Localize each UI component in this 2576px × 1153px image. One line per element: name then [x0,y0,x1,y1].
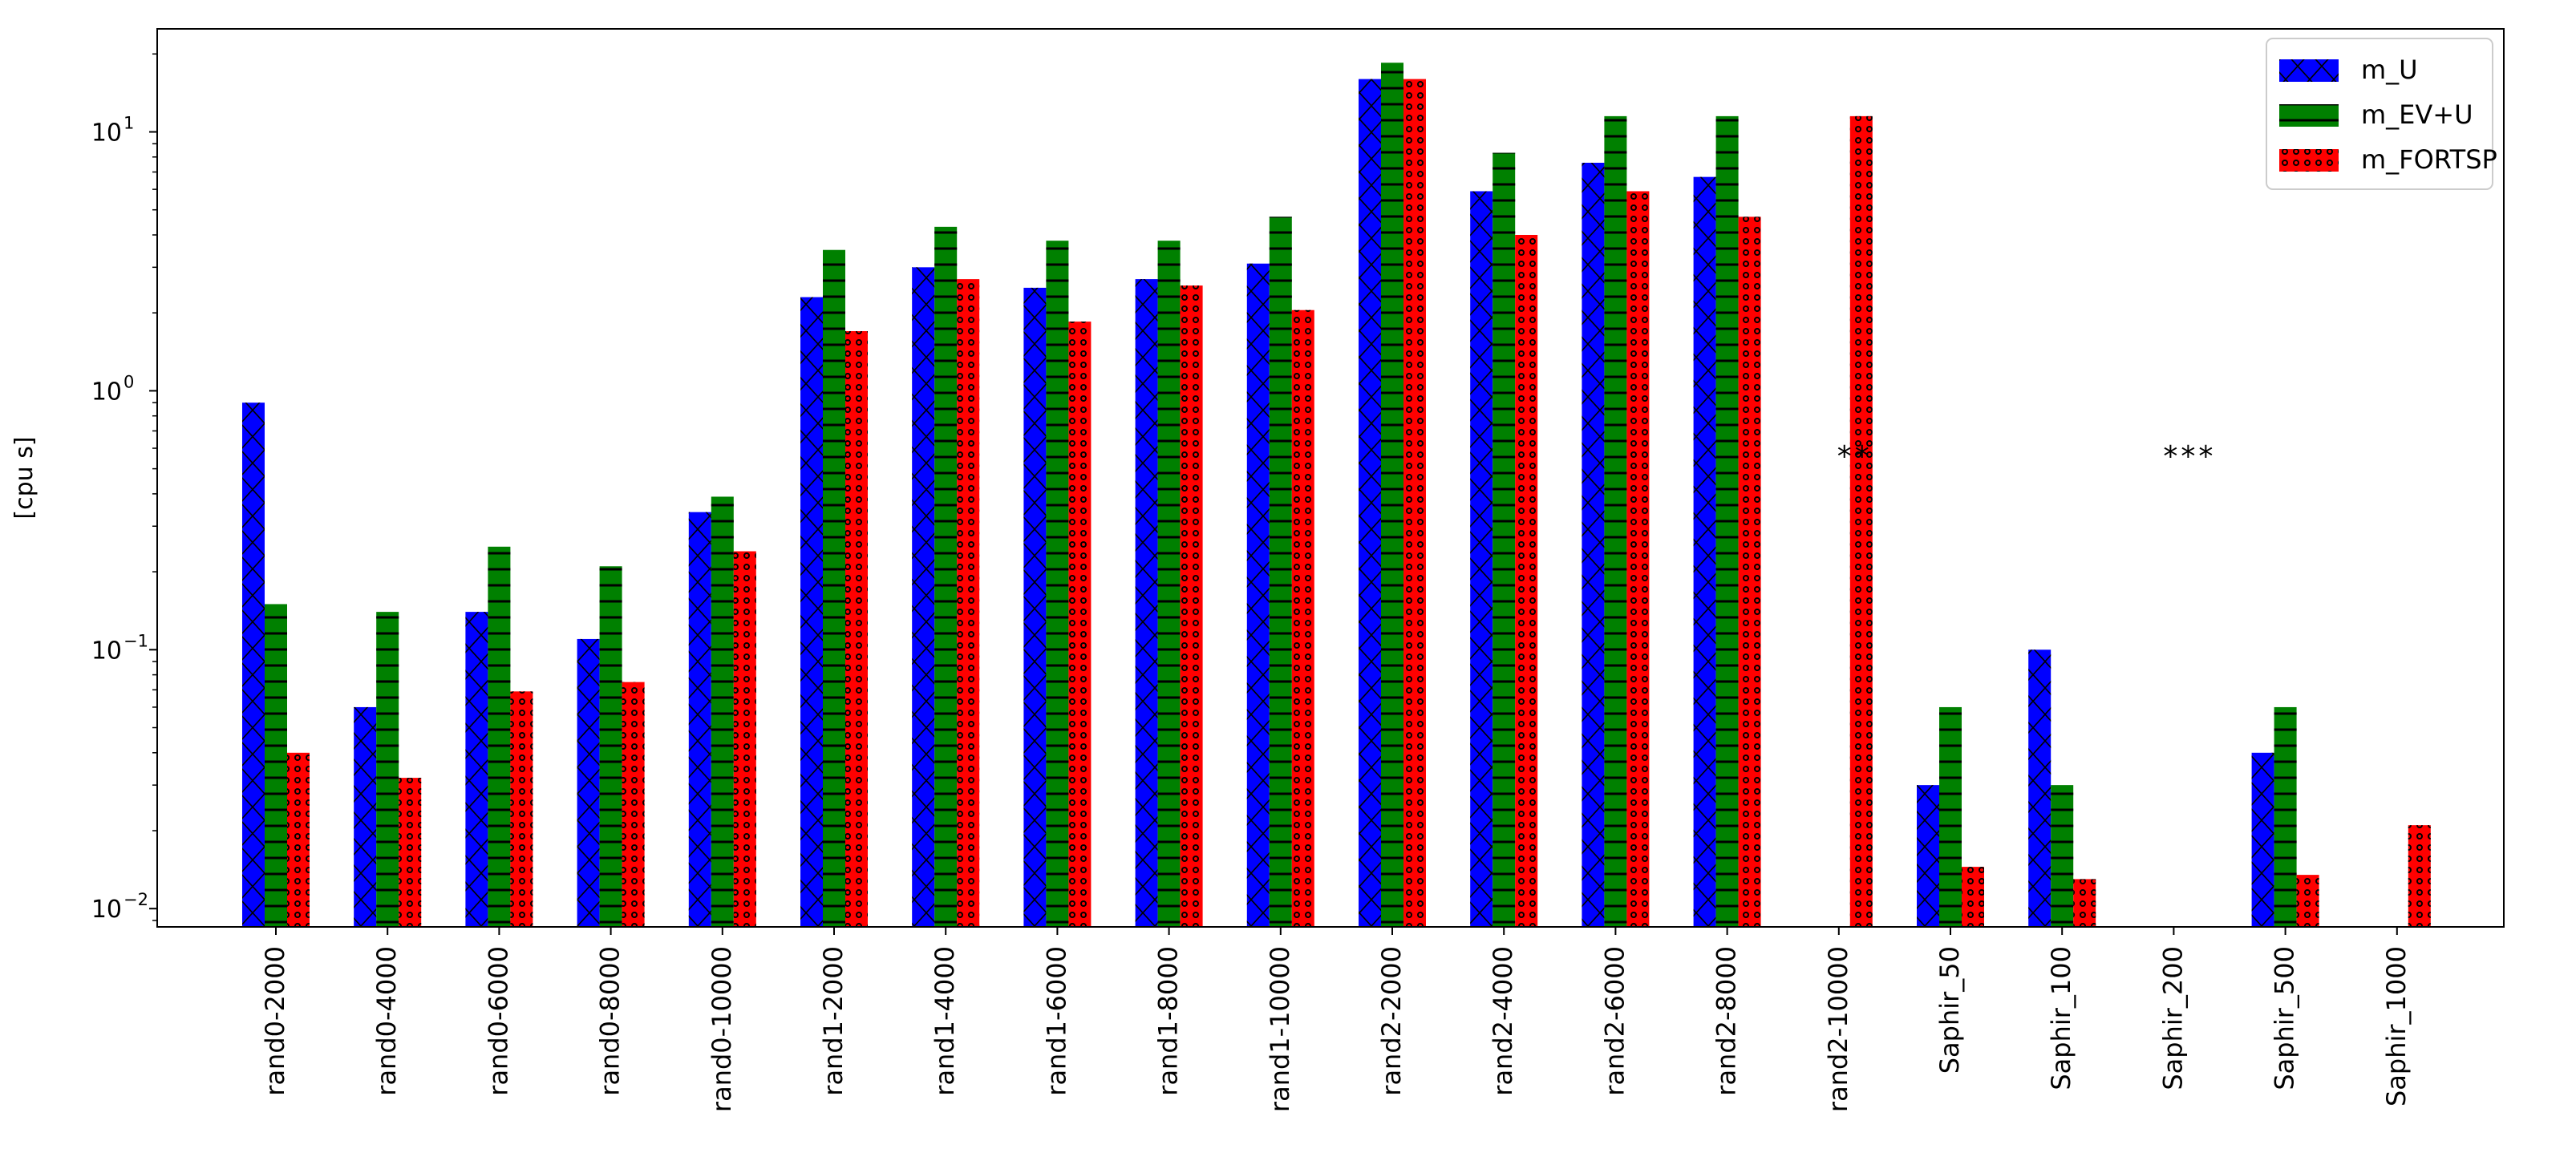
x-tick-label: Saphir_100 [2046,946,2076,1090]
bar-hatch [688,512,711,927]
y-axis-label: [cpu s] [10,436,38,519]
legend-label: m_U [2361,55,2418,85]
bar-hatch [287,752,310,927]
bar-hatch [1715,115,1739,927]
bar-hatch [2296,875,2319,927]
legend-swatch-hatch [2279,59,2339,82]
bar-hatch [265,604,287,927]
x-tick-label: rand0-10000 [707,946,737,1112]
bar-hatch [2408,825,2431,927]
bar-hatch [1470,191,1493,927]
bar-hatch [1582,162,1605,927]
bar-hatch [1493,152,1516,927]
bar-hatch [1604,115,1627,927]
bar-hatch [1381,63,1403,928]
bar-hatch [1939,706,1962,927]
x-tick-label: rand2-4000 [1488,946,1518,1096]
bar-hatch [1068,322,1092,927]
bar-hatch [1180,285,1203,927]
bar-hatch [2274,706,2297,927]
x-tick-label: rand0-8000 [595,946,626,1096]
bar-hatch [823,249,845,927]
x-tick-label: Saphir_200 [2157,946,2188,1090]
y-tick-label: 10 [91,119,122,147]
y-tick-exponent: 1 [124,113,134,132]
bar-hatch [2073,879,2096,927]
legend-label: m_EV+U [2361,99,2473,130]
bar-hatch [1135,279,1158,927]
bar-hatch [1046,241,1069,927]
bar-hatch [1246,263,1270,928]
x-tick-label: rand1-10000 [1265,946,1295,1112]
bar-hatch [2028,649,2051,927]
bar-hatch [1515,234,1538,927]
x-tick-label: rand1-6000 [1041,946,1071,1096]
y-tick-exponent: 0 [124,372,134,391]
plot-frame [156,28,2505,928]
y-tick-label: 10 [91,896,122,924]
bar-hatch [1359,79,1381,927]
bar-hatch [711,496,734,927]
bar-hatch [1917,785,1939,927]
x-tick-label: Saphir_50 [1934,946,1965,1074]
legend-label: m_FORTSP [2361,144,2497,175]
bar-hatch [1849,115,1873,927]
x-tick-label: rand0-4000 [371,946,402,1096]
x-tick-label: rand1-8000 [1153,946,1184,1096]
x-tick-label: rand0-2000 [260,946,290,1096]
bar-hatch [912,267,935,927]
bar-hatch [800,297,823,927]
legend-swatch-hatch [2279,104,2339,127]
x-tick-label: rand2-6000 [1599,946,1630,1096]
bar-hatch [376,612,399,927]
bar-hatch [957,279,980,927]
bar-hatch [510,691,533,927]
bar-hatch [2051,785,2074,927]
x-tick-label: rand2-8000 [1711,946,1742,1096]
bar-hatch [1626,191,1650,927]
x-tick-label: Saphir_500 [2270,946,2300,1090]
x-tick-label: rand1-4000 [930,946,960,1096]
bar-hatch [242,403,265,927]
bar-hatch [577,638,600,927]
legend: m_U m_EV+U m_FORTSP [2266,38,2497,190]
bar-hatch [599,566,622,927]
bar-hatch [399,778,422,927]
bar-hatch [845,330,868,927]
bar-hatch [354,706,377,927]
y-tick-exponent: −1 [124,631,148,650]
annotation-text: ** [1837,440,1873,473]
annotation-text: *** [2163,440,2216,473]
legend-swatch-hatch [2279,149,2339,172]
bar-hatch [1403,79,1426,927]
y-tick-label: 10 [91,637,122,665]
bar-hatch [1269,216,1292,928]
bar-hatch [1291,309,1314,927]
bar-hatch [934,226,958,927]
x-tick-label: rand2-2000 [1376,946,1407,1096]
bar-hatch [1023,287,1047,928]
bar-hatch [1693,176,1716,928]
bar-hatch [1962,867,1984,927]
bar-hatch [1738,216,1761,928]
bar-hatch [488,546,511,927]
bar-hatch [1157,241,1181,927]
bar-hatch [2251,752,2274,927]
y-tick-exponent: −2 [124,890,148,909]
x-tick-label: rand1-2000 [818,946,849,1096]
bar-hatch [733,551,756,927]
bars-layer [242,63,2431,928]
bar-hatch [622,682,645,927]
y-tick-label: 10 [91,378,122,406]
axes-layer: rand0-2000 rand0-4000 rand0-6000 rand0-8000… [91,53,2412,1112]
x-tick-label: rand0-6000 [483,946,513,1096]
bar-hatch [465,612,488,927]
x-tick-label: Saphir_1000 [2381,946,2412,1106]
x-tick-label: rand2-10000 [1823,946,1853,1112]
